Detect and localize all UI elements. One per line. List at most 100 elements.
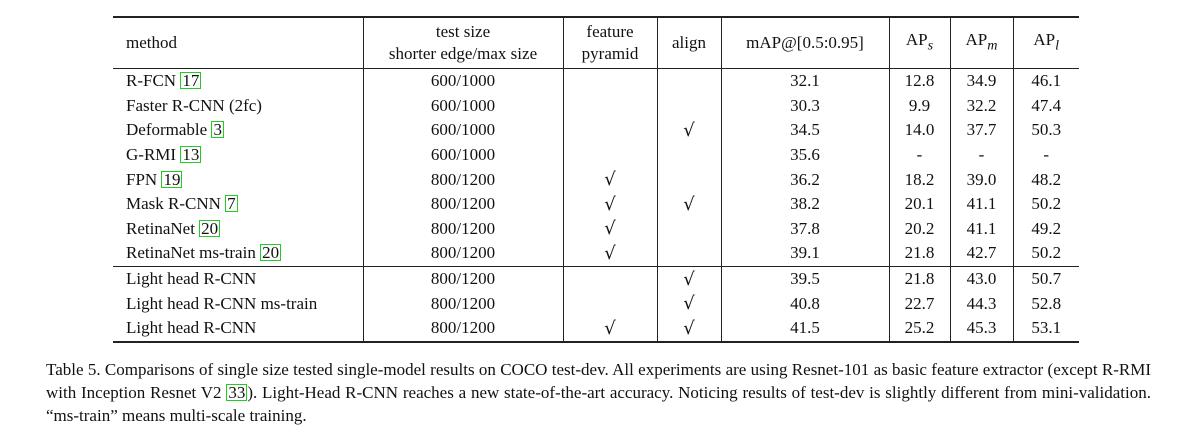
method-cell: Deformable 3 (113, 118, 363, 143)
header-apl-sub: l (1055, 37, 1060, 54)
method-name: RetinaNet (126, 218, 195, 238)
header-aps: APs (888, 16, 950, 69)
test-size-cell: 800/1200 (362, 291, 563, 316)
method-name: Light head R-CNN ms-train (126, 293, 318, 313)
table-row: Deformable 3 600/1000 √ 34.5 14.0 37.7 50.3 (113, 118, 1079, 143)
header-row: method test size shorter edge/max size f… (113, 16, 1079, 69)
table-caption: Table 5. Comparisons of single size test… (46, 358, 1151, 427)
table-row: Light head R-CNN 800/1200 √ √ 41.5 25.2 45.3 53… (113, 315, 1079, 343)
method-cell: Light head R-CNN (113, 265, 363, 292)
apl-cell: 50.3 (1012, 118, 1079, 143)
align-check (656, 93, 721, 119)
table-row: Mask R-CNN 7 800/1200 √ √ 38.2 20.1 41.1 50.2 (113, 191, 1079, 217)
align-check (656, 142, 721, 168)
apl-cell: 49.2 (1012, 216, 1079, 242)
citation-link[interactable]: 13 (180, 145, 202, 165)
method-cell: Light head R-CNN ms-train (113, 291, 363, 316)
header-map: mAP@[0.5:0.95] (720, 16, 889, 69)
method-cell: Light head R-CNN (113, 315, 363, 343)
map-cell: 37.8 (720, 216, 889, 242)
aps-cell: 21.8 (888, 241, 950, 267)
test-size-cell: 800/1200 (362, 216, 563, 242)
header-test-size-line2: shorter edge/max size (388, 44, 538, 63)
align-check (656, 216, 721, 242)
table-row: RetinaNet 20 800/1200 √ 37.8 20.2 41.1 49.2 (113, 216, 1079, 242)
table-row: R-FCN 17 600/1000 32.1 12.8 34.9 46.1 (113, 68, 1079, 94)
apm-cell: 44.3 (949, 291, 1013, 316)
feature-pyramid-check: √ (562, 315, 657, 343)
citation-link[interactable]: 7 (225, 194, 238, 214)
test-size-cell: 800/1200 (362, 167, 563, 192)
feature-pyramid-check: √ (562, 191, 657, 217)
map-cell: 39.5 (720, 265, 889, 292)
align-check (656, 68, 721, 94)
citation-link[interactable]: 17 (180, 71, 202, 91)
test-size-cell: 800/1200 (362, 191, 563, 217)
apl-cell: 47.4 (1012, 93, 1079, 119)
method-name: RetinaNet ms-train (126, 243, 256, 263)
apm-cell: 41.1 (949, 191, 1013, 217)
aps-cell: 21.8 (888, 265, 950, 292)
aps-cell: 9.9 (888, 93, 950, 119)
feature-pyramid-check: √ (562, 241, 657, 267)
test-size-cell: 600/1000 (362, 93, 563, 119)
table-row: Light head R-CNN ms-train 800/1200 √ 40.8 22… (113, 291, 1079, 316)
map-cell: 38.2 (720, 191, 889, 217)
aps-cell: 25.2 (888, 315, 950, 343)
method-name: R-FCN (126, 71, 177, 91)
method-name: Mask R-CNN (126, 194, 221, 214)
header-feature-pyramid: feature pyramid (562, 16, 657, 69)
apm-cell: 37.7 (949, 118, 1013, 143)
feature-pyramid-check (562, 68, 657, 94)
method-name: FPN (126, 169, 158, 189)
align-check: √ (656, 291, 721, 316)
header-aps-base: AP (905, 30, 928, 50)
method-cell: RetinaNet 20 (113, 217, 363, 242)
test-size-cell: 800/1200 (362, 265, 563, 292)
test-size-cell: 800/1200 (362, 315, 563, 343)
caption-part2: ). Light-Head R-CNN reaches a new state-… (46, 383, 1151, 425)
feature-pyramid-check (562, 142, 657, 168)
caption-part1: Table 5. Comparisons of single size test… (46, 360, 1151, 402)
header-apm: APm (949, 16, 1013, 69)
citation-link[interactable]: 20 (260, 243, 282, 263)
align-check (656, 167, 721, 192)
apm-cell: 39.0 (949, 167, 1013, 192)
header-apl: APl (1012, 16, 1079, 69)
citation-link[interactable]: 3 (211, 120, 224, 140)
align-check: √ (656, 265, 721, 292)
table-body-light-head: Light head R-CNN 800/1200 √ 39.5 21.8 43.0 50.… (113, 265, 1079, 343)
header-align: align (656, 16, 721, 69)
test-size-cell: 800/1200 (362, 241, 563, 267)
citation-link[interactable]: 20 (199, 218, 221, 238)
method-name: Light head R-CNN (126, 269, 257, 289)
apm-cell: 42.7 (949, 241, 1013, 267)
feature-pyramid-check: √ (562, 167, 657, 192)
test-size-cell: 600/1000 (362, 118, 563, 143)
aps-cell: 20.2 (888, 216, 950, 242)
method-cell: Mask R-CNN 7 (113, 192, 363, 217)
apl-cell: 52.8 (1012, 291, 1079, 316)
table-row: Light head R-CNN 800/1200 √ 39.5 21.8 43.0 50.… (113, 265, 1079, 292)
method-cell: FPN 19 (113, 167, 363, 192)
map-cell: 32.1 (720, 68, 889, 94)
method-name: Deformable (126, 120, 208, 140)
map-cell: 35.6 (720, 142, 889, 168)
caption-citation[interactable]: 33 (226, 383, 248, 402)
apm-cell: 34.9 (949, 68, 1013, 94)
apm-cell: 32.2 (949, 93, 1013, 119)
apm-cell: 45.3 (949, 315, 1013, 343)
citation-link[interactable]: 19 (161, 169, 183, 189)
feature-pyramid-check (562, 291, 657, 316)
method-name: Light head R-CNN (126, 318, 257, 338)
map-cell: 36.2 (720, 167, 889, 192)
aps-cell: 14.0 (888, 118, 950, 143)
header-aps-sub: s (927, 37, 934, 54)
test-size-cell: 600/1000 (362, 68, 563, 94)
header-feature-line2: pyramid (581, 44, 639, 63)
apl-cell: 48.2 (1012, 167, 1079, 192)
align-check: √ (656, 315, 721, 343)
apm-cell: 41.1 (949, 216, 1013, 242)
header-feature-line1: feature (586, 22, 634, 41)
table-row: Faster R-CNN (2fc) 600/1000 30.3 9.9 32.2 47.… (113, 93, 1079, 119)
